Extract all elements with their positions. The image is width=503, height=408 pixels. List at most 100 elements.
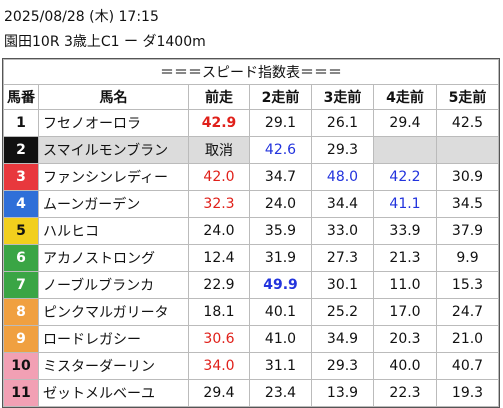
index-cell: 21.0 [436,325,499,353]
index-cell: 41.1 [373,190,437,218]
index-cell: 24.7 [436,298,499,326]
index-cell: 42.2 [373,163,437,191]
index-cell: 31.9 [249,244,312,272]
horse-row: 1 フセノオーロラ 42.9 29.1 26.1 29.4 42.5 [3,109,499,137]
index-cell: 40.7 [436,352,499,380]
index-cell: 49.9 [249,271,312,299]
horse-row: 5 ハルヒコ 24.0 35.9 33.0 33.9 37.9 [3,217,499,245]
index-cell: 37.9 [436,217,499,245]
horse-number: 3 [3,163,39,191]
index-cell: 25.2 [311,298,374,326]
index-cell: 32.3 [188,190,250,218]
index-cell: 34.5 [436,190,499,218]
horse-number: 4 [3,190,39,218]
index-cell: 13.9 [311,379,374,407]
index-cell: 21.3 [373,244,437,272]
column-header: 馬名 [38,84,189,110]
index-cell: 34.9 [311,325,374,353]
index-cell: 41.0 [249,325,312,353]
index-cell: 42.0 [188,163,250,191]
index-cell: 42.6 [249,136,312,164]
horse-name: ロードレガシー [38,325,189,353]
index-cell: 20.3 [373,325,437,353]
index-cell: 40.1 [249,298,312,326]
horse-row: 8 ピンクマルガリータ 18.1 40.1 25.2 17.0 24.7 [3,298,499,326]
index-cell: 34.0 [188,352,250,380]
table: ＝＝＝スピード指数表＝＝＝ 馬番 馬名 前走 2走前 3走前 4走前 5走前 1 フセノオーロラ 4… [3,59,499,407]
index-cell: 11.0 [373,271,437,299]
column-header: 2走前 [249,84,312,110]
horse-row: 4 ムーンガーデン 32.3 24.0 34.4 41.1 34.5 [3,190,499,218]
horse-name: アカノストロング [38,244,189,272]
horse-name: ゼットメルベーユ [38,379,189,407]
index-cell: 31.1 [249,352,312,380]
horse-row: 7 ノーブルブランカ 22.9 49.9 30.1 11.0 15.3 [3,271,499,299]
index-cell: 15.3 [436,271,499,299]
column-header: 5走前 [436,84,499,110]
horse-name: ファンシンレディー [38,163,189,191]
horse-row: 11 ゼットメルベーユ 29.4 23.4 13.9 22.3 19.3 [3,379,499,407]
index-cell: 19.3 [436,379,499,407]
column-header: 3走前 [311,84,374,110]
index-cell: 9.9 [436,244,499,272]
index-cell [436,136,499,164]
index-cell: 22.3 [373,379,437,407]
index-cell: 24.0 [249,190,312,218]
index-cell: 29.3 [311,352,374,380]
index-cell: 40.0 [373,352,437,380]
horse-name: フセノオーロラ [38,109,189,137]
horse-row: 10 ミスターダーリン 34.0 31.1 29.3 40.0 40.7 [3,352,499,380]
index-cell: 42.5 [436,109,499,137]
index-cell: 30.6 [188,325,250,353]
horse-number: 7 [3,271,39,299]
index-cell: 26.1 [311,109,374,137]
index-cell: 34.7 [249,163,312,191]
index-cell: 17.0 [373,298,437,326]
horse-name: スマイルモンブラン [38,136,189,164]
horse-number: 9 [3,325,39,353]
index-cell: 48.0 [311,163,374,191]
title-row: ＝＝＝スピード指数表＝＝＝ [3,59,499,85]
horse-number: 1 [3,109,39,137]
index-cell: 18.1 [188,298,250,326]
index-cell [373,136,437,164]
horse-number: 8 [3,298,39,326]
index-cell: 42.9 [188,109,250,137]
index-cell: 30.1 [311,271,374,299]
horse-name: ハルヒコ [38,217,189,245]
horse-row: 6 アカノストロング 12.4 31.9 27.3 21.3 9.9 [3,244,499,272]
index-cell: 33.9 [373,217,437,245]
horse-name: ピンクマルガリータ [38,298,189,326]
column-header: 前走 [188,84,250,110]
horse-number: 11 [3,379,39,407]
horse-number: 10 [3,352,39,380]
index-cell: 27.3 [311,244,374,272]
index-cell: 12.4 [188,244,250,272]
index-cell: 29.3 [311,136,374,164]
horse-number: 2 [3,136,39,164]
index-cell: 30.9 [436,163,499,191]
column-header: 4走前 [373,84,437,110]
horse-row: 2 スマイルモンブラン 取消 42.6 29.3 [3,136,499,164]
datetime: 2025/08/28 (木) 17:15 [4,9,159,25]
index-cell: 34.4 [311,190,374,218]
index-cell: 29.1 [249,109,312,137]
horse-name: ムーンガーデン [38,190,189,218]
race-info: 園田10R 3歳上C1 ー ダ1400m [4,34,206,50]
index-cell: 35.9 [249,217,312,245]
speed-table: ＝＝＝スピード指数表＝＝＝ 馬番 馬名 前走 2走前 3走前 4走前 5走前 1 フセノオーロラ 4… [2,58,500,408]
horse-number: 6 [3,244,39,272]
index-cell: 33.0 [311,217,374,245]
horse-row: 3 ファンシンレディー 42.0 34.7 48.0 42.2 30.9 [3,163,499,191]
index-cell: 22.9 [188,271,250,299]
horse-name: ノーブルブランカ [38,271,189,299]
index-cell: 24.0 [188,217,250,245]
table-title: ＝＝＝スピード指数表＝＝＝ [3,59,499,85]
index-cell: 取消 [188,136,250,164]
index-cell: 29.4 [373,109,437,137]
horse-number: 5 [3,217,39,245]
header-row: 馬番 馬名 前走 2走前 3走前 4走前 5走前 [3,84,499,110]
horse-name: ミスターダーリン [38,352,189,380]
index-cell: 29.4 [188,379,250,407]
